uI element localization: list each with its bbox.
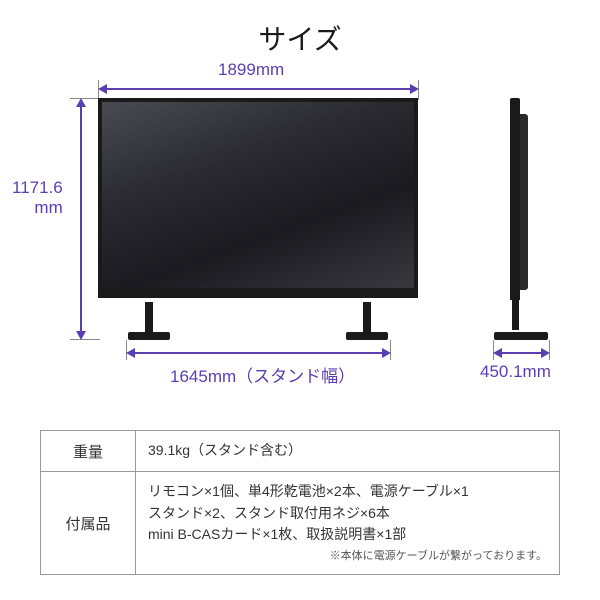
tv-front-view	[98, 98, 418, 340]
spec-table: 重量 39.1kg（スタンド含む） 付属品 リモコン×1個、単4形乾電池×2本、…	[40, 430, 560, 575]
top-arrow	[106, 88, 411, 90]
arrow-cap	[493, 348, 502, 358]
accessories-text: リモコン×1個、単4形乾電池×2本、電源ケーブル×1 スタンド×2、スタンド取付…	[148, 481, 547, 546]
table-row: 重量 39.1kg（スタンド含む）	[41, 431, 559, 471]
tv-stand-left	[128, 302, 170, 340]
table-row: 付属品 リモコン×1個、単4形乾電池×2本、電源ケーブル×1 スタンド×2、スタ…	[41, 471, 559, 574]
arrow-cap	[382, 348, 391, 358]
tv-side-view	[490, 98, 550, 340]
tv-stand-right	[346, 302, 388, 340]
arrow-cap	[541, 348, 550, 358]
stand-width-label: 1645mm（スタンド幅）	[170, 362, 355, 387]
arrow-cap	[126, 348, 135, 358]
depth-arrow	[501, 352, 542, 354]
top-width-label: 1899mm	[218, 60, 284, 80]
row-value: リモコン×1個、単4形乾電池×2本、電源ケーブル×1 スタンド×2、スタンド取付…	[136, 472, 559, 574]
row-label: 重量	[41, 431, 136, 471]
arrow-cap	[98, 84, 107, 94]
stand-width-arrow	[134, 352, 382, 354]
arrow-cap	[410, 84, 419, 94]
arrow-cap	[76, 98, 86, 107]
page-title: サイズ	[0, 0, 600, 58]
height-value: 1171.6	[12, 178, 63, 197]
depth-label: 450.1mm	[480, 362, 551, 382]
height-label: 1171.6 mm	[12, 178, 63, 218]
row-value: 39.1kg（スタンド含む）	[136, 431, 559, 471]
accessories-note: ※本体に電源ケーブルが繋がっております。	[148, 548, 547, 565]
height-unit: mm	[34, 198, 62, 217]
tv-screen	[98, 98, 418, 298]
dimension-diagram: 1899mm 1171.6 mm 1645mm（スタンド幅）	[0, 58, 600, 428]
arrow-cap	[76, 331, 86, 340]
row-label: 付属品	[41, 472, 136, 574]
height-arrow	[80, 106, 82, 332]
